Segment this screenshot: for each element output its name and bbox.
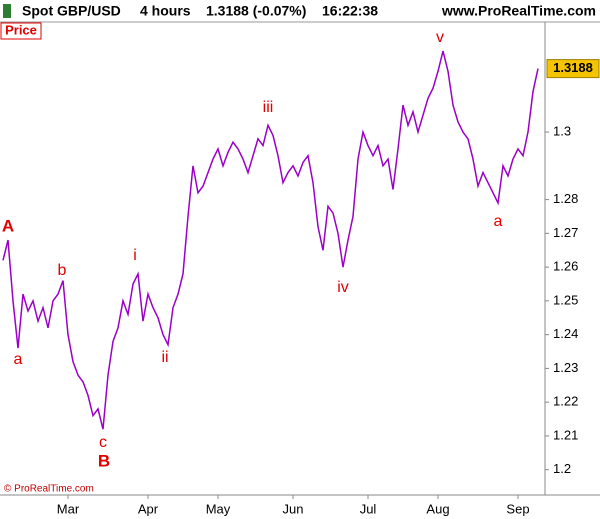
site: www.ProRealTime.com xyxy=(441,3,596,19)
price-tag xyxy=(0,22,42,40)
x-tick-label: Sep xyxy=(506,501,529,516)
wave-label: i xyxy=(133,247,137,264)
header-bar xyxy=(0,0,600,22)
wave-label: ii xyxy=(161,349,168,366)
wave-label: c xyxy=(99,434,107,451)
y-tick-label: 1.3 xyxy=(553,124,571,139)
x-tick-label: Mar xyxy=(57,501,80,516)
y-tick-label: 1.23 xyxy=(553,360,578,375)
y-tick-label: 1.22 xyxy=(553,394,578,409)
last-price-box xyxy=(546,59,600,79)
x-tick-label: Jul xyxy=(360,501,377,516)
wave-label: A xyxy=(2,216,14,235)
wave-label: iv xyxy=(337,279,349,296)
y-tick-label: 1.24 xyxy=(553,326,578,341)
wave-label: iii xyxy=(263,99,274,116)
y-tick-label: 1.25 xyxy=(553,292,578,307)
x-tick-label: May xyxy=(206,501,231,516)
y-tick-label: 1.27 xyxy=(553,225,578,240)
y-tick-label: 1.26 xyxy=(553,259,578,274)
copyright: © ProRealTime.com xyxy=(4,484,94,495)
instrument: Spot GBP/USD xyxy=(22,3,121,19)
x-tick-label: Apr xyxy=(138,501,159,516)
price-line xyxy=(2,50,539,430)
wave-label: B xyxy=(98,451,110,470)
x-tick-label: Aug xyxy=(426,501,449,516)
timeframe: 4 hours xyxy=(140,3,191,19)
wave-label: b xyxy=(58,262,67,279)
y-tick-label: 1.21 xyxy=(553,427,578,442)
wave-label: v xyxy=(436,29,444,46)
x-tick-label: Jun xyxy=(283,501,304,516)
wave-label: a xyxy=(14,351,23,368)
last-price-label: 1.3188 xyxy=(553,60,593,75)
y-tick-label: 1.2 xyxy=(553,461,571,476)
y-tick-label: 1.28 xyxy=(553,191,578,206)
annotations: A a b c B i ii iii iv v a xyxy=(2,29,503,470)
price-label: Price xyxy=(5,22,37,37)
quote: 1.3188 (-0.07%) xyxy=(206,3,306,19)
wave-label: a xyxy=(494,213,503,230)
time: 16:22:38 xyxy=(322,3,378,19)
header-icon xyxy=(3,4,11,18)
